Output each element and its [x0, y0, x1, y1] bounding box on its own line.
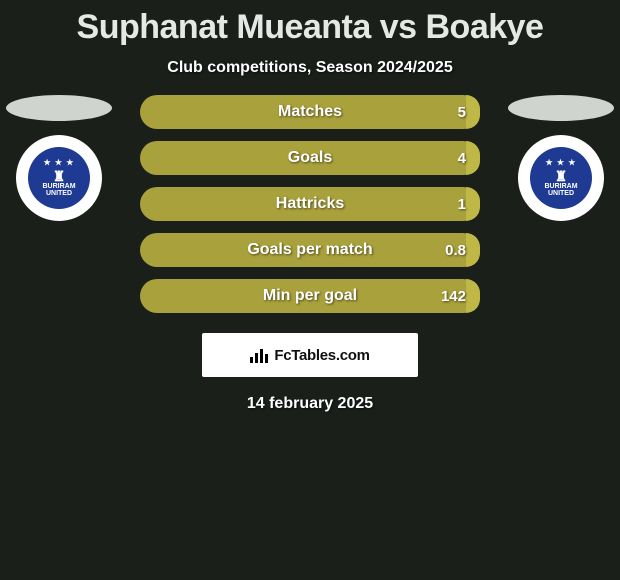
- stat-bar: Min per goal 142: [140, 279, 480, 313]
- player-right: ★ ★ ★ ♜ BURIRAM UNITED: [506, 95, 616, 221]
- player-shadow-left: [6, 95, 112, 121]
- club-badge-right: ★ ★ ★ ♜ BURIRAM UNITED: [518, 135, 604, 221]
- stat-bar-label: Matches: [278, 103, 342, 121]
- stat-bar-value: 5: [458, 104, 466, 121]
- stat-bar: Hattricks 1: [140, 187, 480, 221]
- stat-bar-value: 4: [458, 150, 466, 167]
- club-badge-inner-right: ★ ★ ★ ♜ BURIRAM UNITED: [530, 147, 592, 209]
- stat-bar-fill: [466, 141, 480, 175]
- comparison-arena: ★ ★ ★ ♜ BURIRAM UNITED ★ ★ ★ ♜ BURIRAM U…: [0, 95, 620, 313]
- stat-bar-label: Hattricks: [276, 195, 344, 213]
- club-badge-inner-left: ★ ★ ★ ♜ BURIRAM UNITED: [28, 147, 90, 209]
- club-name: BURIRAM: [544, 183, 577, 190]
- club-castle-icon: ♜: [555, 169, 568, 183]
- stat-bar-value: 1: [458, 196, 466, 213]
- stat-bar: Goals 4: [140, 141, 480, 175]
- comparison-card: Suphanat Mueanta vs Boakye Club competit…: [0, 0, 620, 413]
- stat-bar-value: 0.8: [445, 242, 466, 259]
- date-label: 14 february 2025: [0, 395, 620, 413]
- club-sub: UNITED: [46, 190, 72, 197]
- player-left: ★ ★ ★ ♜ BURIRAM UNITED: [4, 95, 114, 221]
- stat-bar-fill: [466, 95, 480, 129]
- season-subtitle: Club competitions, Season 2024/2025: [0, 59, 620, 77]
- club-stars-icon: ★ ★ ★: [44, 159, 75, 167]
- brand-text: FcTables.com: [274, 347, 369, 364]
- club-sub: UNITED: [548, 190, 574, 197]
- club-stars-icon: ★ ★ ★: [546, 159, 577, 167]
- player-shadow-right: [508, 95, 614, 121]
- stat-bar-label: Min per goal: [263, 287, 357, 305]
- stat-bar-label: Goals per match: [247, 241, 372, 259]
- club-badge-left: ★ ★ ★ ♜ BURIRAM UNITED: [16, 135, 102, 221]
- stat-bar: Matches 5: [140, 95, 480, 129]
- stat-bar-label: Goals: [288, 149, 332, 167]
- stat-bar-fill: [466, 187, 480, 221]
- club-name: BURIRAM: [42, 183, 75, 190]
- stat-bars: Matches 5 Goals 4 Hattricks 1 Goals per match 0…: [140, 95, 480, 313]
- stat-bar-fill: [466, 233, 480, 267]
- brand-chart-icon: [250, 347, 268, 363]
- stat-bar: Goals per match 0.8: [140, 233, 480, 267]
- brand-box[interactable]: FcTables.com: [202, 333, 418, 377]
- club-castle-icon: ♜: [53, 169, 66, 183]
- stat-bar-value: 142: [441, 288, 466, 305]
- stat-bar-fill: [466, 279, 480, 313]
- page-title: Suphanat Mueanta vs Boakye: [0, 0, 620, 47]
